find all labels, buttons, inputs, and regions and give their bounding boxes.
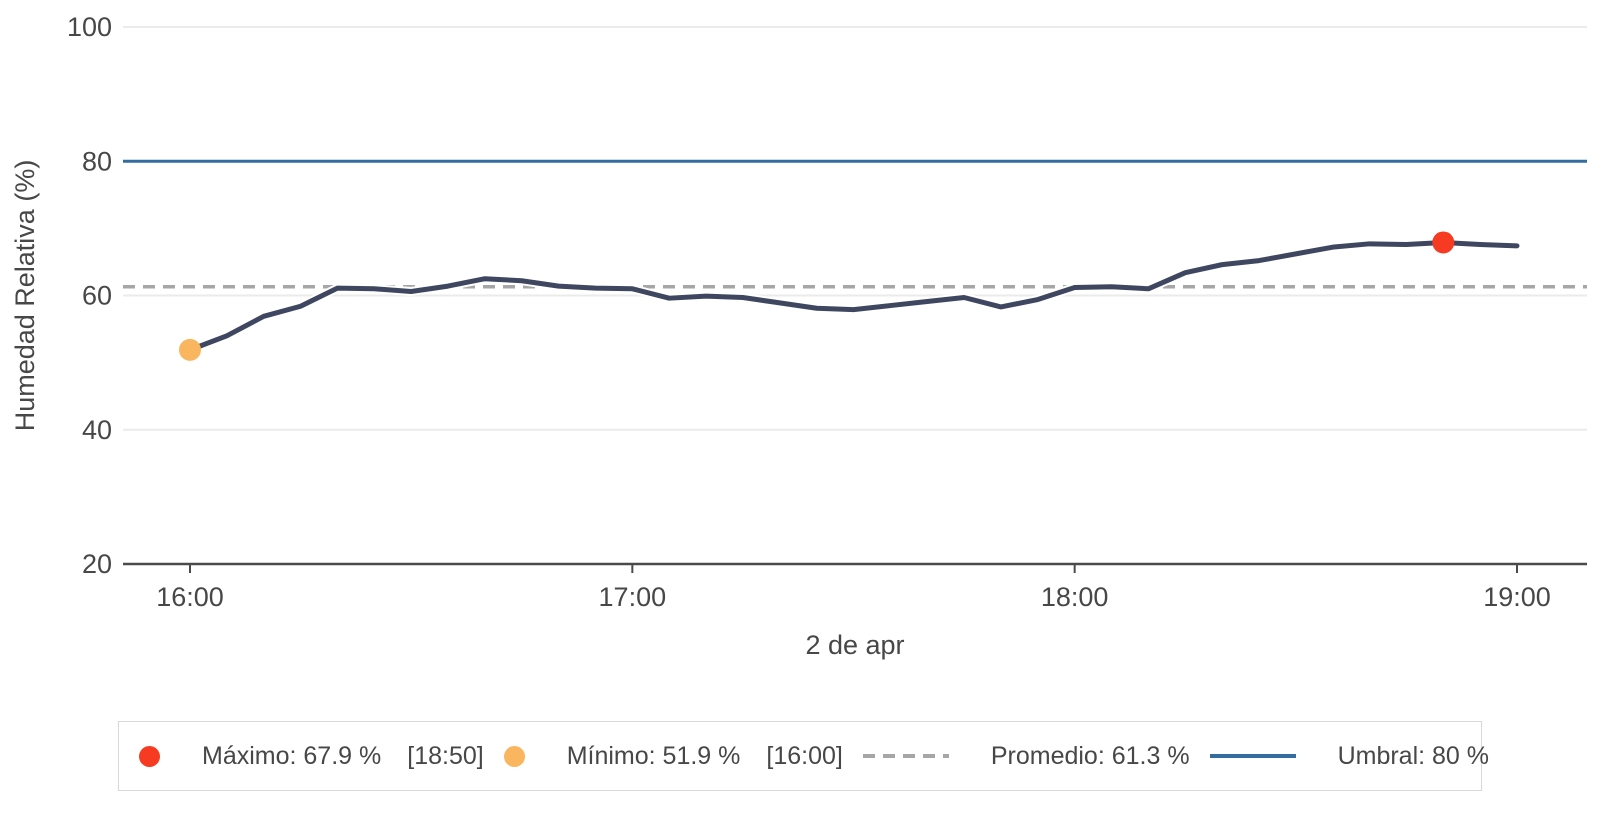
legend-item-minimo: Mínimo: 51.9 % [16:00] bbox=[484, 742, 843, 771]
min-point-marker bbox=[179, 338, 201, 361]
legend-time-maximo: [18:50] bbox=[407, 741, 484, 770]
legend-item-promedio: Promedio: 61.3 % bbox=[843, 742, 1190, 771]
legend-item-umbral: Umbral: 80 % bbox=[1190, 742, 1489, 771]
min-dot-icon bbox=[503, 745, 525, 767]
series-line bbox=[187, 239, 1520, 353]
y-tick-label-60: 60 bbox=[82, 281, 112, 311]
x-tick-label-17:00: 17:00 bbox=[599, 582, 667, 612]
dashed-line-icon bbox=[862, 754, 949, 758]
y-tick-label-40: 40 bbox=[82, 415, 112, 445]
max-dot-icon bbox=[139, 745, 160, 767]
legend-label-promedio: Promedio: 61.3 % bbox=[990, 741, 1190, 770]
x-axis-title: 2 de apr bbox=[805, 630, 904, 660]
x-tick-label-18:00: 18:00 bbox=[1041, 582, 1109, 612]
y-tick-label-20: 20 bbox=[82, 549, 112, 579]
x-tick-label-16:00: 16:00 bbox=[156, 582, 224, 612]
legend-label-umbral: Umbral: 80 % bbox=[1337, 741, 1490, 770]
legend-time-minimo: [16:00] bbox=[766, 741, 843, 770]
y-tick-label-100: 100 bbox=[67, 12, 112, 42]
y-tick-label-80: 80 bbox=[82, 146, 112, 176]
legend-item-maximo: Máximo: 67.9 % [18:50] bbox=[119, 742, 484, 771]
solid-line-icon bbox=[1209, 754, 1296, 758]
x-tick-label-19:00: 19:00 bbox=[1483, 582, 1551, 612]
y-axis-title: Humedad Relativa (%) bbox=[10, 160, 40, 432]
legend-label-maximo: Máximo: 67.9 % bbox=[202, 741, 382, 770]
chart-legend: Máximo: 67.9 % [18:50] Mínimo: 51.9 % [16:… bbox=[118, 721, 1489, 791]
legend-label-minimo: Mínimo: 51.9 % bbox=[566, 741, 741, 770]
max-point-marker bbox=[1432, 231, 1455, 254]
plot-area: 20 40 60 80 100 16:00 17:00 18:00 19:00 2 de apr H… bbox=[10, 12, 1587, 660]
